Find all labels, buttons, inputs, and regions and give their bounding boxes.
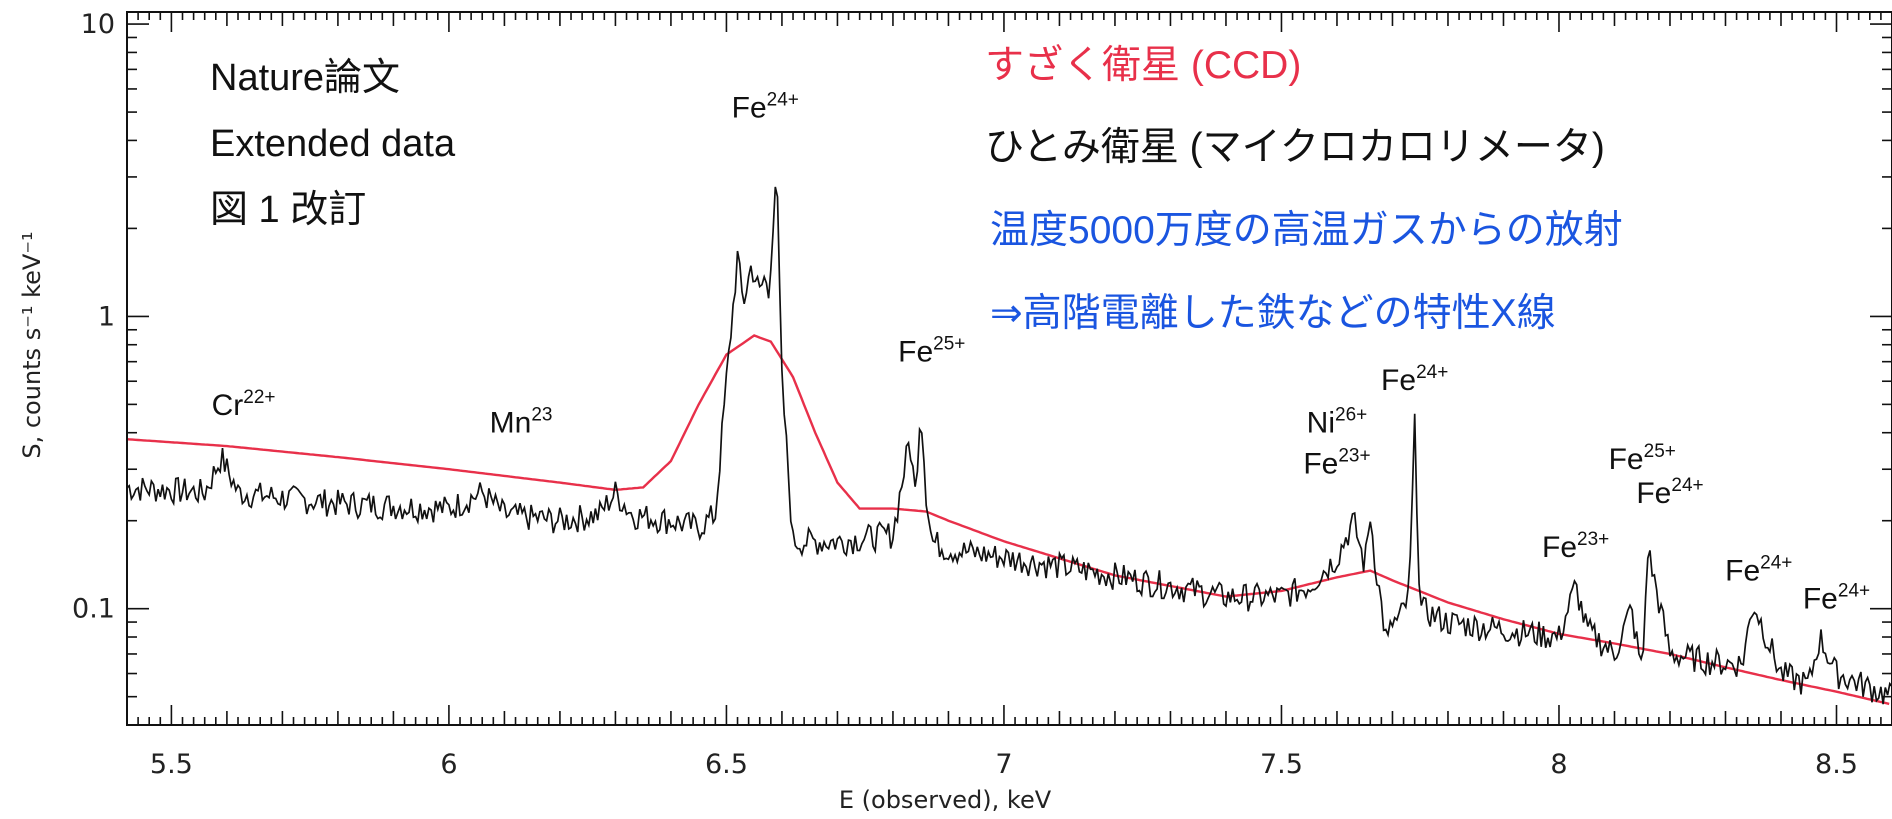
ion-label: Fe23+ xyxy=(1303,446,1370,481)
series-line-suzaku xyxy=(126,334,1890,706)
plot-frame xyxy=(126,11,1892,726)
y-tick-label: 10 xyxy=(81,9,115,40)
legend-ionized-iron: ⇒高階電離した鉄などの特性X線 xyxy=(990,292,1556,335)
x-tick-label: 6 xyxy=(440,749,457,780)
note-line-1: Nature論文 xyxy=(210,57,400,99)
note-line-2: Extended data xyxy=(210,123,456,165)
ion-label: Fe24+ xyxy=(1381,362,1448,397)
legend: すざく衛星 (CCD) ひとみ衛星 (マイクロカロリメータ) 温度5000万度の… xyxy=(985,44,1623,335)
ion-label: Fe24+ xyxy=(1725,552,1792,587)
x-tick-label: 7 xyxy=(995,749,1012,780)
line-annotations: Cr22+Mn23Fe24+Fe25+Ni26+Fe23+Fe24+Fe25+F… xyxy=(212,89,1871,615)
ion-label: Cr22+ xyxy=(212,387,276,422)
legend-suzaku: すざく衛星 (CCD) xyxy=(985,44,1301,87)
ion-label: Fe25+ xyxy=(1609,441,1676,476)
y-tick-label: 0.1 xyxy=(72,594,115,625)
x-tick-label: 8 xyxy=(1550,749,1567,780)
series-lines xyxy=(126,186,1892,706)
axis-ticks xyxy=(126,12,1892,726)
legend-hitomi: ひとみ衛星 (マイクロカロリメータ) xyxy=(985,126,1605,169)
y-tick-label: 1 xyxy=(98,301,115,332)
ion-label: Mn23 xyxy=(490,405,553,440)
y-axis-title: S, counts s⁻¹ keV⁻¹ xyxy=(18,231,46,458)
x-tick-label: 5.5 xyxy=(150,749,193,780)
legend-hot-gas: 温度5000万度の高温ガスからの放射 xyxy=(990,209,1623,252)
ion-label: Fe24+ xyxy=(1636,475,1703,510)
x-tick-label: 7.5 xyxy=(1260,749,1303,780)
ion-label: Ni26+ xyxy=(1307,405,1368,440)
x-axis-title: E (observed), keV xyxy=(839,786,1052,814)
ion-label: Fe23+ xyxy=(1542,529,1609,564)
ion-label: Fe24+ xyxy=(1803,581,1870,616)
note-line-3: 図 1 改訂 xyxy=(210,189,366,231)
ion-label: Fe24+ xyxy=(732,89,799,124)
series-line-hitomi xyxy=(126,186,1892,705)
x-tick-label: 6.5 xyxy=(705,749,748,780)
tick-labels: 5.5 6 6.5 7 7.5 8 8.5 10 1 0.1 xyxy=(72,9,1858,780)
notes: Nature論文 Extended data 図 1 改訂 xyxy=(210,57,456,231)
ion-label: Fe25+ xyxy=(898,334,965,369)
x-tick-label: 8.5 xyxy=(1815,749,1858,780)
